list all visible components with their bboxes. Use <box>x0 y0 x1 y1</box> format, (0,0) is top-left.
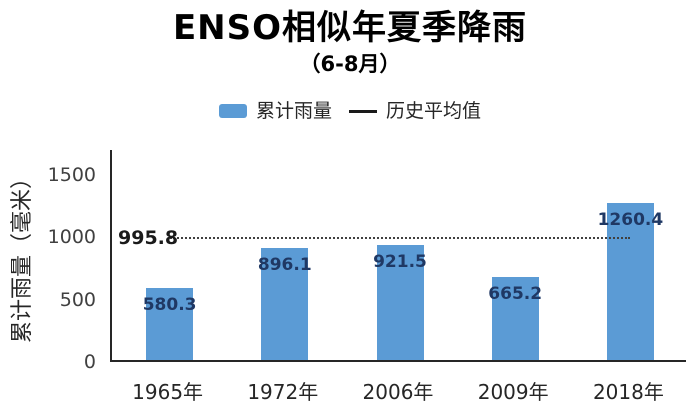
bar-value-label: 1260.4 <box>597 210 664 230</box>
y-tick-label: 1000 <box>47 226 96 249</box>
plot-area: 580.3 896.1 921.5 665.2 1260.4 995.8 <box>110 150 686 362</box>
bar-series-swatch-icon <box>218 104 247 118</box>
y-tick-label: 1500 <box>47 163 96 186</box>
y-axis-tick-labels: 0 500 1000 1500 <box>38 150 96 373</box>
bar-2009年 <box>491 277 539 360</box>
bar-value-label: 896.1 <box>257 255 312 275</box>
line-series-swatch-icon <box>349 109 377 113</box>
y-axis-title: 累计雨量（毫米） <box>10 166 35 344</box>
y-tick-label: 0 <box>83 351 96 373</box>
x-tick-label: 2018年 <box>592 380 664 404</box>
chart-title: ENSO相似年夏季降雨 <box>172 8 528 48</box>
y-tick-label: 500 <box>59 288 96 311</box>
reference-line-value-label: 995.8 <box>118 226 179 249</box>
legend-label-bar-series: 累计雨量 <box>255 100 332 122</box>
x-tick-label: 2006年 <box>362 380 434 404</box>
x-tick-label: 2009年 <box>477 380 549 404</box>
x-tick-label: 1972年 <box>247 380 319 404</box>
chart-subtitle: （6-8月） <box>299 52 401 76</box>
legend-label-reference-line: 历史平均值 <box>386 100 482 122</box>
bar-1972年 <box>261 248 309 360</box>
reference-line <box>169 236 631 239</box>
bar-value-label: 665.2 <box>488 284 543 304</box>
bar-2018年 <box>606 203 654 360</box>
bar-1965年 <box>146 288 194 360</box>
bar-value-label: 580.3 <box>142 295 197 315</box>
x-tick-label: 1965年 <box>132 380 204 404</box>
bar-value-label: 921.5 <box>373 252 427 272</box>
bar-2006年 <box>376 245 424 360</box>
legend: 累计雨量 历史平均值 <box>0 99 700 123</box>
x-axis-tick-labels: 1965年 1972年 2006年 2009年 2018年 <box>110 380 686 406</box>
